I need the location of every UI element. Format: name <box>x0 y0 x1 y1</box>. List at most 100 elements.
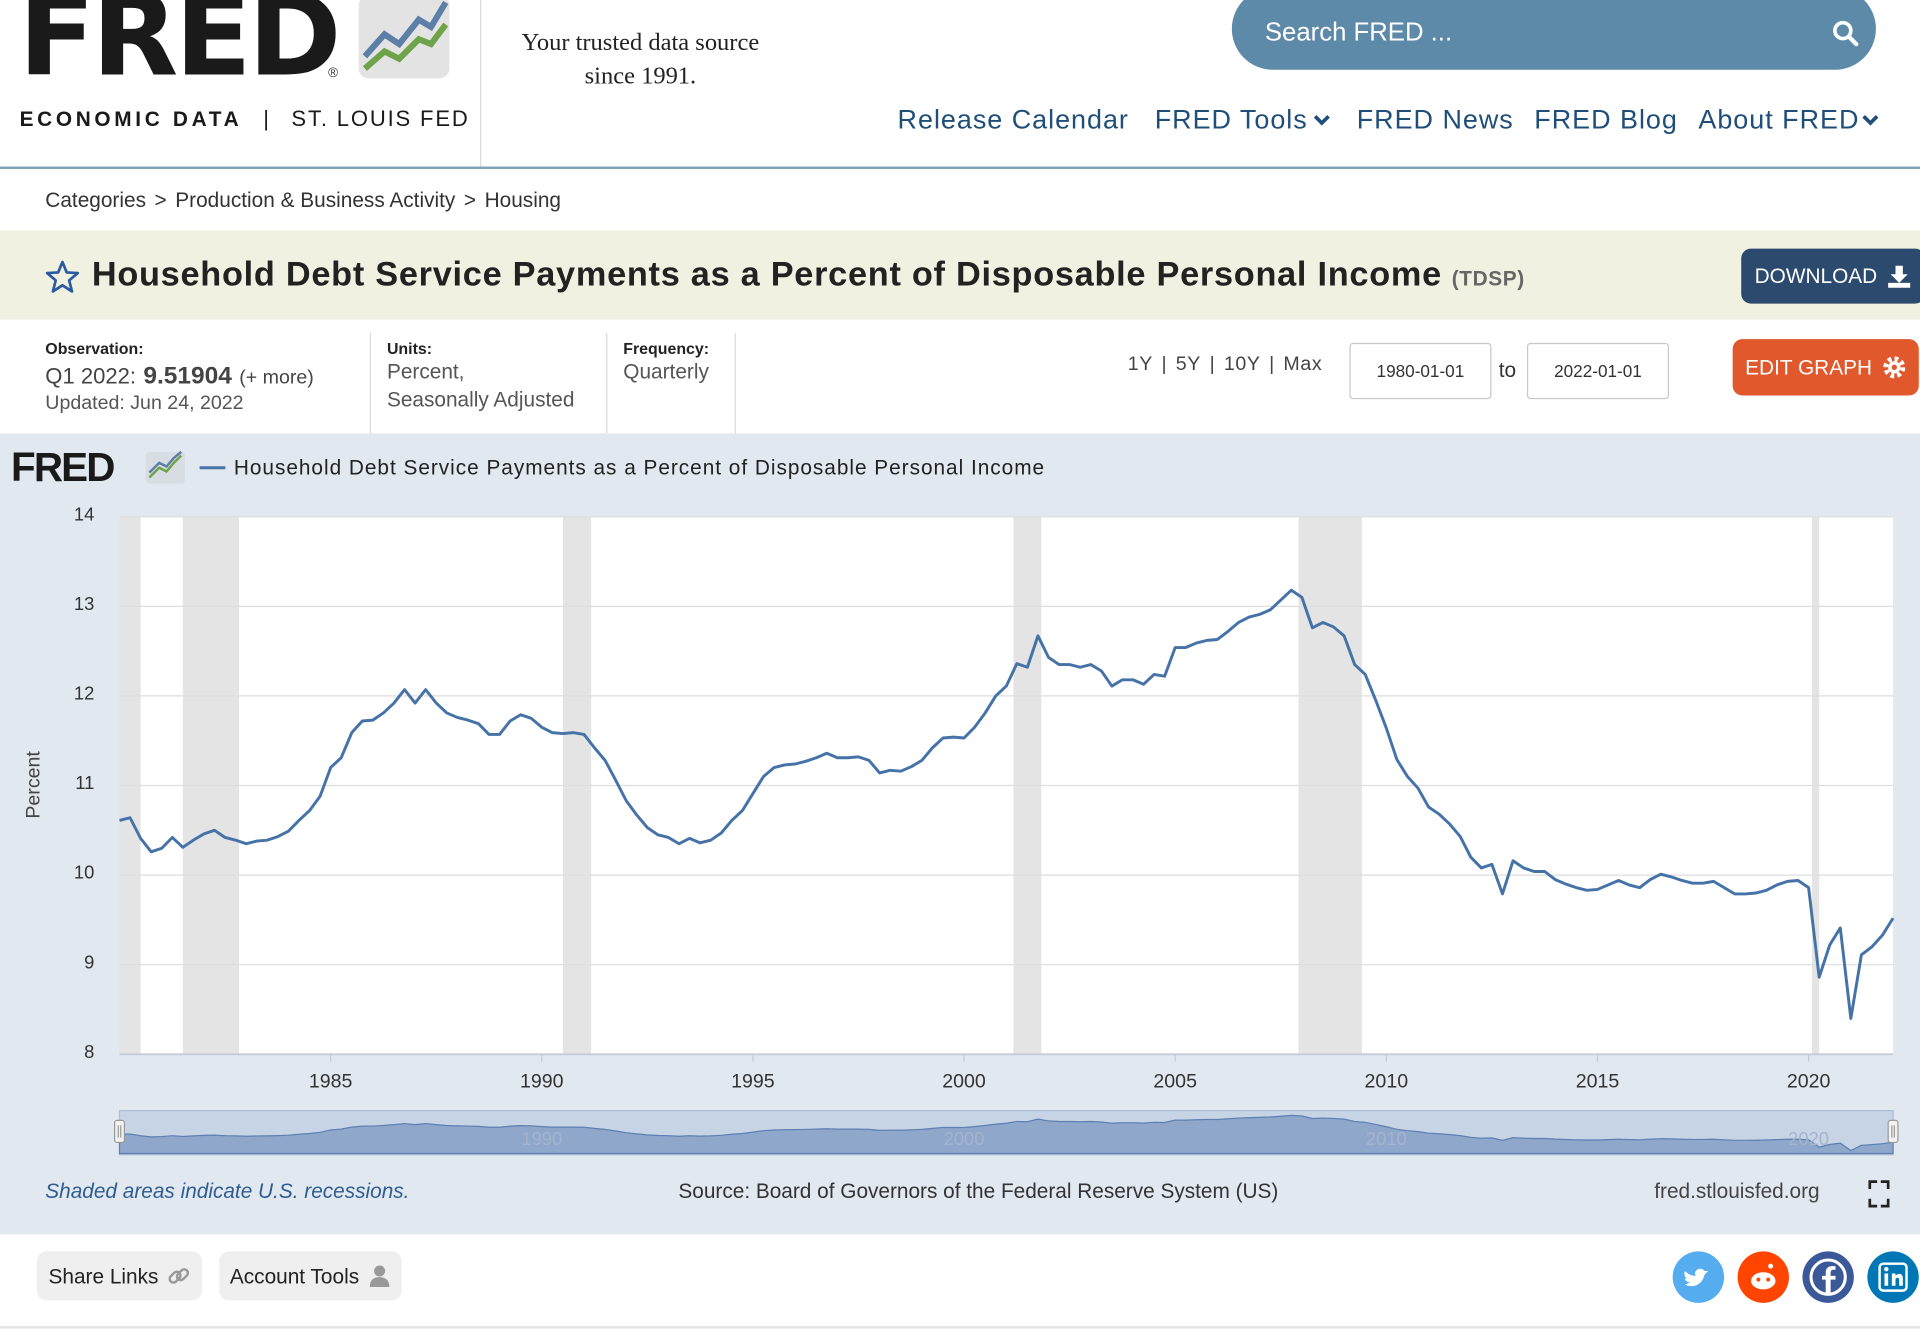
navigator-handle[interactable] <box>113 1119 126 1144</box>
x-tick-label: 2020 <box>1787 1071 1831 1093</box>
navigator-tick-label: 2010 <box>1366 1128 1407 1149</box>
nav-chevron[interactable] <box>1313 113 1331 128</box>
search-placeholder[interactable]: Search FRED ... <box>1264 18 1453 47</box>
navigator-tick-label: 2000 <box>944 1128 985 1149</box>
info-divider <box>606 333 608 434</box>
header-divider <box>480 0 482 168</box>
date-to-label: to <box>1498 358 1517 383</box>
title-band <box>0 230 1920 320</box>
download-button[interactable]: DOWNLOAD <box>1741 248 1920 304</box>
social-icons <box>1672 1251 1919 1303</box>
nav-link[interactable]: Release Calendar <box>897 104 1129 135</box>
link-icon[interactable] <box>168 1265 190 1287</box>
share-links-label[interactable]: Share Links <box>48 1264 159 1288</box>
edit-graph-label[interactable]: EDIT GRAPH <box>1745 355 1872 379</box>
facebook-icon[interactable] <box>1802 1251 1854 1303</box>
registered-mark: ® <box>328 66 339 81</box>
tagline-line: Your trusted data source <box>521 29 760 57</box>
fullscreen-icon[interactable] <box>1868 1180 1890 1208</box>
logo-sub-separator: | <box>263 106 270 132</box>
chart: FRED 8 9 10 11 12 13 14 1985 1990 1995 2000 2005 2010… <box>11 444 1899 1208</box>
date-from[interactable]: 1980-01-01 <box>1349 342 1492 400</box>
nav-link[interactable]: FRED News <box>1356 104 1514 135</box>
edit-graph-button[interactable]: EDIT GRAPH <box>1732 339 1919 396</box>
breadcrumb-link[interactable]: Housing <box>484 188 561 212</box>
nav-chevron[interactable] <box>1861 113 1879 128</box>
x-tick-label: 2010 <box>1365 1071 1409 1093</box>
observation-label: Observation: <box>45 339 144 358</box>
breadcrumb-link[interactable]: Categories <box>45 188 146 212</box>
y-tick-label: 9 <box>84 951 94 972</box>
updated: Updated: Jun 24, 2022 <box>45 393 244 414</box>
breadcrumb-separator: > <box>154 188 167 212</box>
legend-label: Household Debt Service Payments as a Per… <box>234 456 1045 479</box>
y-tick-label: 10 <box>74 862 94 883</box>
account-tools-button[interactable]: Account Tools <box>219 1251 402 1301</box>
units-value: Seasonally Adjusted <box>386 388 575 412</box>
logo-sub-right: ST. LOUIS FED <box>291 106 470 132</box>
download-icon[interactable] <box>1887 264 1911 288</box>
info-divider <box>734 333 736 434</box>
share-links-button[interactable]: Share Links <box>36 1251 203 1301</box>
range-separator: | <box>1161 353 1168 375</box>
y-tick-label: 8 <box>84 1041 94 1062</box>
series-line <box>119 588 1895 1020</box>
gear-icon[interactable] <box>1882 355 1906 379</box>
x-tick-label: 2000 <box>942 1071 986 1093</box>
site-link: fred.stlouisfed.org <box>1654 1180 1819 1203</box>
frequency-label: Frequency: <box>623 339 710 358</box>
breadcrumb: Categories > Production & Business Activ… <box>45 190 561 211</box>
x-tick-label: 2005 <box>1153 1071 1197 1093</box>
logo-icon-line <box>148 450 183 474</box>
range-link[interactable]: 5Y <box>1175 353 1201 375</box>
info-divider <box>369 333 372 434</box>
x-tick-label: 1985 <box>309 1071 353 1093</box>
observation: Q1 2022: 9.51904 (+ more) <box>45 364 313 388</box>
search-icon[interactable] <box>1832 20 1859 47</box>
recession-note: Shaded areas indicate U.S. recessions. <box>45 1180 409 1203</box>
reddit-icon[interactable] <box>1737 1251 1789 1303</box>
twitter-icon[interactable] <box>1672 1251 1725 1303</box>
range-link[interactable]: Max <box>1283 353 1323 375</box>
logo-sub-left: ECONOMIC DATA <box>19 107 243 132</box>
nav-link[interactable]: FRED Blog <box>1534 104 1678 135</box>
download-label[interactable]: DOWNLOAD <box>1754 264 1878 288</box>
chart-logo-icon <box>145 450 185 484</box>
range-separator: | <box>1269 353 1275 375</box>
favorite-star[interactable] <box>45 260 80 294</box>
x-tick-label: 1990 <box>520 1071 564 1093</box>
date-to[interactable]: 2022-01-01 <box>1526 342 1669 400</box>
observation-period: Q1 2022: <box>45 363 136 389</box>
nav-link[interactable]: FRED Tools <box>1154 104 1308 135</box>
y-tick-label: 11 <box>75 772 94 793</box>
range-links: 1Y | 5Y | 10Y | Max <box>1127 353 1323 375</box>
breadcrumb-separator: > <box>463 188 477 212</box>
units-value: Percent, <box>386 360 465 384</box>
x-tick-label: 1995 <box>731 1071 775 1093</box>
series-title: Household Debt Service Payments as a Per… <box>91 254 1442 293</box>
linkedin-icon[interactable] <box>1867 1251 1919 1303</box>
account-tools-label[interactable]: Account Tools <box>229 1264 360 1288</box>
tagline-line: since 1991. <box>584 62 697 90</box>
user-icon[interactable] <box>369 1265 391 1287</box>
frequency-value: Quarterly <box>623 360 709 384</box>
search-box[interactable] <box>1231 0 1876 70</box>
breadcrumb-link[interactable]: Production & Business Activity <box>175 188 456 212</box>
navigator-handle-body <box>1887 1119 1899 1144</box>
range-link[interactable]: 1Y <box>1127 353 1153 375</box>
bottom-border <box>0 1326 1920 1329</box>
nav-link[interactable]: About FRED <box>1698 104 1860 135</box>
range-link[interactable]: 10Y <box>1223 353 1261 375</box>
source-note: Source: Board of Governors of the Federa… <box>678 1180 1278 1203</box>
series-id: (TDSP) <box>1451 266 1525 291</box>
range-separator: | <box>1209 353 1216 375</box>
header-border <box>0 166 1920 169</box>
observation-more[interactable]: (+ more) <box>239 367 314 389</box>
logo[interactable]: FRED <box>18 0 341 102</box>
navigator-handle[interactable] <box>1887 1119 1899 1144</box>
y-tick-label: 12 <box>74 683 94 704</box>
series-heading: Household Debt Service Payments as a Per… <box>92 257 1525 291</box>
y-axis-label: Percent <box>22 751 44 819</box>
